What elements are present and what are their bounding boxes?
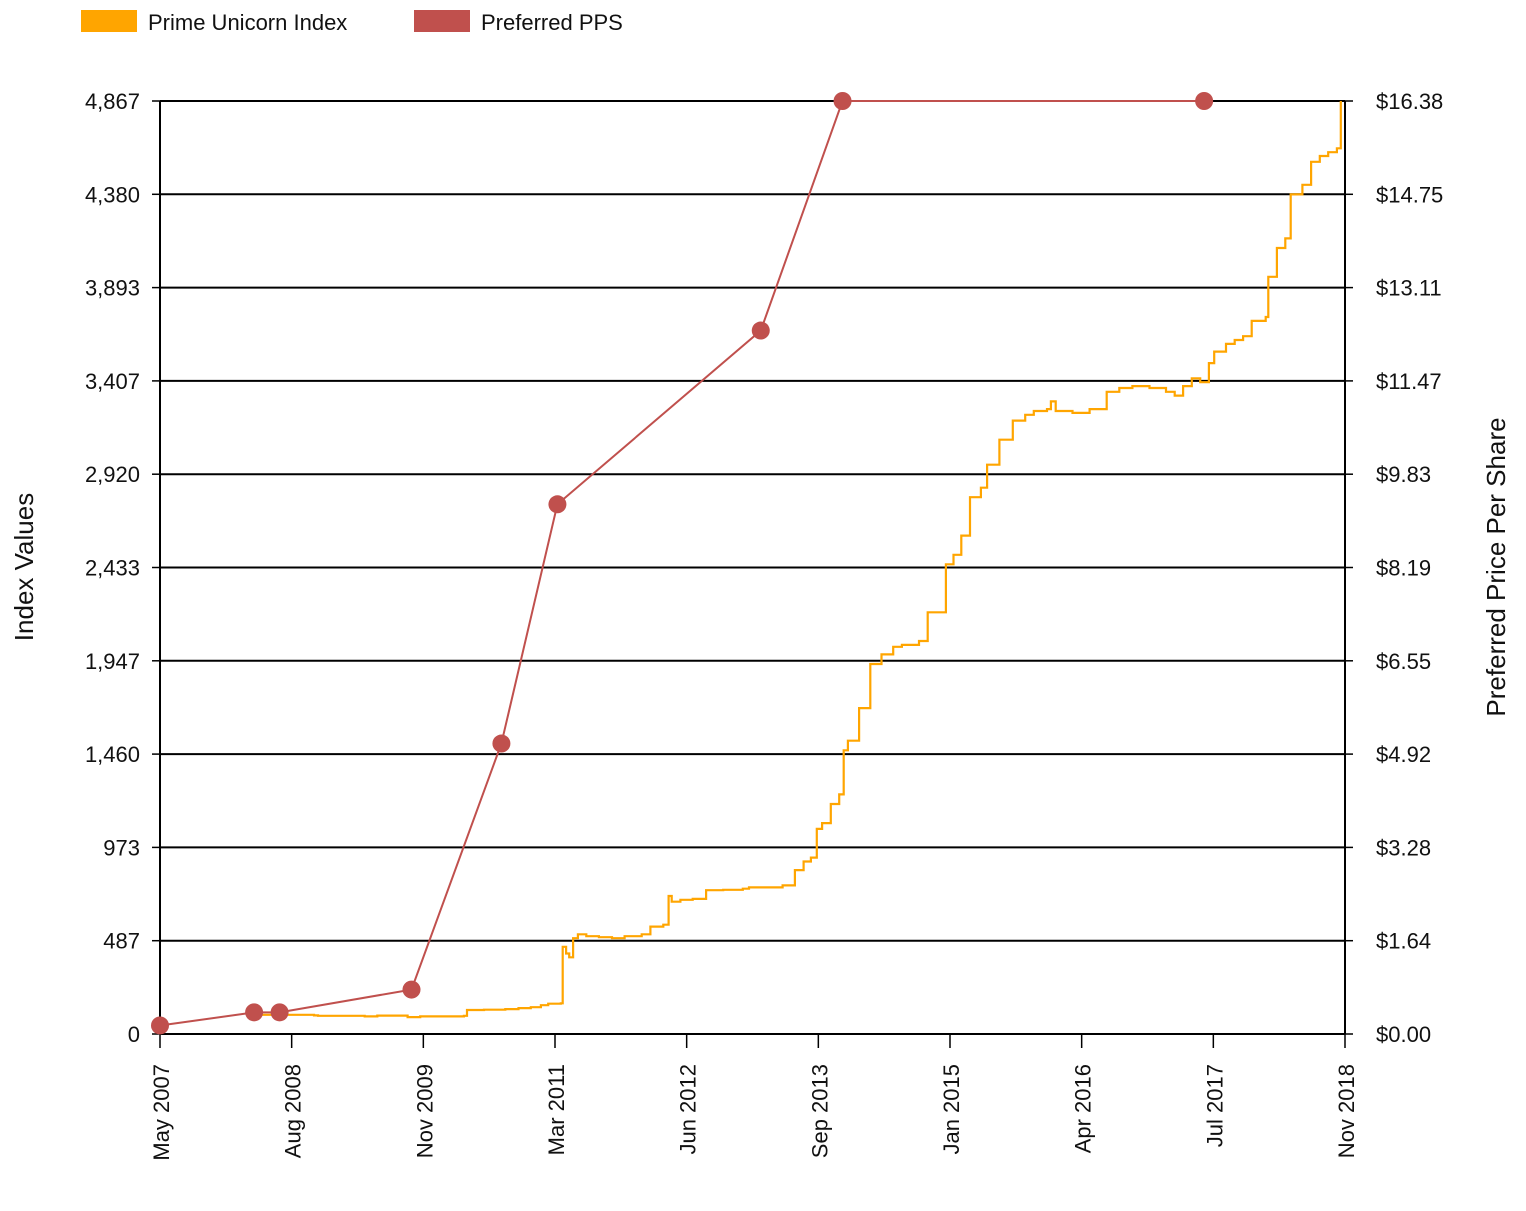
y-right-tick-label: $8.19 bbox=[1376, 556, 1431, 581]
y-right-tick-label: $0.00 bbox=[1376, 1022, 1431, 1047]
x-tick-label: Jun 2012 bbox=[676, 1064, 701, 1155]
right-axis-title: Preferred Price Per Share bbox=[1481, 417, 1511, 716]
y-right-tick-label: $16.38 bbox=[1376, 89, 1443, 114]
legend-label-preferred-pps: Preferred PPS bbox=[481, 10, 623, 35]
legend-swatch-prime-unicorn-index bbox=[81, 10, 137, 32]
series-line-prime-unicorn-index bbox=[258, 101, 1342, 1019]
y-left-tick-label: 4,867 bbox=[85, 89, 140, 114]
y-right-tick-label: $4.92 bbox=[1376, 742, 1431, 767]
y-left-tick-label: 2,433 bbox=[85, 556, 140, 581]
y-left-tick-label: 3,893 bbox=[85, 276, 140, 301]
y-right-tick-label: $11.47 bbox=[1376, 369, 1442, 394]
y-left-tick-label: 973 bbox=[103, 835, 140, 860]
x-tick-label: Mar 2011 bbox=[544, 1064, 569, 1155]
x-tick-label: Jul 2017 bbox=[1202, 1064, 1227, 1147]
series-layer bbox=[151, 92, 1342, 1035]
x-tick-label: Sep 2013 bbox=[807, 1064, 832, 1158]
data-point-preferred-pps bbox=[492, 734, 511, 753]
data-point-preferred-pps bbox=[270, 1003, 289, 1022]
x-axis-ticks: May 2007 Aug 2008 Nov 2009 Mar 2011 Jun 2012… bbox=[149, 1034, 1359, 1161]
y-right-tick-label: $14.75 bbox=[1376, 182, 1443, 207]
y-right-tick-label: $9.83 bbox=[1376, 462, 1431, 487]
y-left-tick-label: 2,920 bbox=[85, 462, 140, 487]
data-point-preferred-pps bbox=[751, 321, 770, 340]
y-right-tick-label: $1.64 bbox=[1376, 929, 1431, 954]
legend-label-prime-unicorn-index: Prime Unicorn Index bbox=[148, 10, 347, 35]
left-axis-ticks: 0 487 973 1,460 1,947 2,433 2,920 3,407 3,893 4,3… bbox=[85, 89, 160, 1047]
y-right-tick-label: $13.11 bbox=[1376, 276, 1442, 301]
y-left-tick-label: 1,947 bbox=[85, 649, 140, 674]
series-line-preferred-pps bbox=[159, 100, 1205, 1027]
x-tick-label: Nov 2009 bbox=[412, 1064, 437, 1158]
x-tick-label: May 2007 bbox=[149, 1064, 174, 1161]
data-point-preferred-pps bbox=[548, 495, 567, 514]
y-right-tick-label: $3.28 bbox=[1376, 835, 1431, 860]
y-left-tick-label: 4,380 bbox=[85, 182, 140, 207]
y-left-tick-label: 487 bbox=[103, 929, 140, 954]
legend: Prime Unicorn Index Preferred PPS bbox=[81, 10, 623, 35]
y-right-tick-label: $6.55 bbox=[1376, 649, 1431, 674]
gridlines bbox=[159, 100, 1346, 1035]
data-point-preferred-pps bbox=[245, 1003, 264, 1022]
y-left-tick-label: 0 bbox=[128, 1022, 140, 1047]
data-point-preferred-pps bbox=[151, 1016, 169, 1035]
right-axis-ticks: $0.00 $1.64 $3.28 $4.92 $6.55 $8.19 $9.83 $11.4… bbox=[1345, 89, 1443, 1047]
data-point-preferred-pps bbox=[402, 980, 421, 999]
x-tick-label: Apr 2016 bbox=[1071, 1064, 1096, 1153]
x-tick-label: Aug 2008 bbox=[281, 1064, 306, 1158]
x-tick-label: Jan 2015 bbox=[939, 1064, 964, 1155]
data-point-preferred-pps bbox=[1195, 92, 1214, 110]
legend-swatch-preferred-pps bbox=[414, 10, 470, 32]
left-axis-title: Index Values bbox=[9, 493, 39, 641]
x-tick-label: Nov 2018 bbox=[1334, 1064, 1359, 1158]
data-point-preferred-pps bbox=[833, 92, 852, 110]
y-left-tick-label: 3,407 bbox=[85, 369, 140, 394]
y-left-tick-label: 1,460 bbox=[85, 742, 140, 767]
